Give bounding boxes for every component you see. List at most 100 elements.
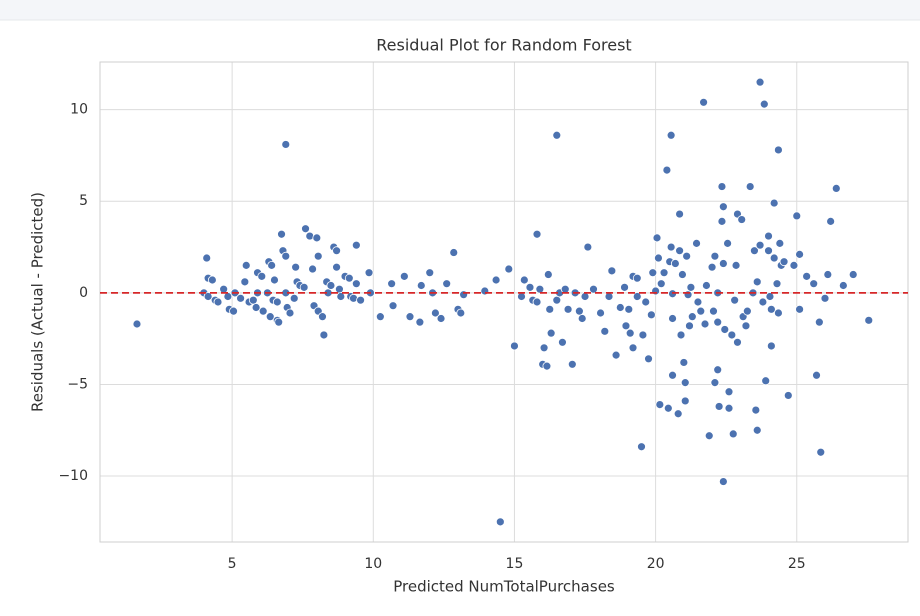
point [600, 326, 610, 336]
point [713, 365, 723, 375]
point [332, 262, 341, 272]
point [820, 293, 830, 303]
point [132, 319, 142, 329]
point [826, 216, 836, 226]
point [814, 317, 824, 327]
point [750, 246, 759, 256]
point [663, 403, 673, 413]
point [632, 292, 642, 301]
point [436, 314, 446, 323]
point [459, 290, 469, 300]
point [356, 295, 365, 305]
point [727, 330, 737, 340]
point [764, 246, 773, 256]
point [774, 308, 783, 318]
point [567, 359, 577, 369]
point [625, 328, 635, 338]
point [775, 238, 785, 248]
point [766, 341, 776, 351]
point [648, 268, 658, 278]
point [838, 281, 848, 290]
point [779, 257, 789, 267]
point [504, 264, 514, 274]
point [733, 337, 742, 347]
point [676, 330, 686, 340]
x-axis-label: Predicted NumTotalPurchases [393, 578, 615, 596]
point [248, 295, 258, 305]
point [710, 251, 720, 261]
plot-frame [99, 61, 909, 543]
point [718, 477, 728, 486]
point [375, 312, 385, 322]
point [686, 282, 696, 292]
point [723, 238, 732, 248]
point [670, 259, 680, 268]
y-axis-label: Residuals (Actual - Predicted) [29, 192, 47, 412]
point [277, 229, 286, 239]
point [285, 308, 295, 318]
point [752, 425, 762, 435]
point [308, 264, 317, 274]
point [646, 310, 656, 320]
point [772, 279, 782, 289]
x-tick-label: 20 [647, 556, 665, 572]
point [679, 358, 689, 367]
point [405, 312, 415, 322]
point [312, 233, 322, 243]
point [812, 370, 821, 380]
point [542, 361, 552, 371]
point [574, 306, 584, 316]
point [809, 279, 819, 289]
point [718, 202, 728, 212]
point [213, 297, 223, 307]
point [546, 328, 556, 338]
point [615, 303, 625, 312]
point [714, 402, 724, 411]
point [281, 140, 291, 149]
point [752, 277, 762, 287]
point [769, 198, 779, 208]
point [693, 297, 703, 307]
point [678, 270, 687, 279]
point [415, 317, 425, 327]
point [510, 341, 519, 351]
point [687, 312, 697, 322]
point [628, 343, 638, 353]
point [525, 282, 535, 292]
point [332, 246, 341, 256]
point [644, 354, 653, 364]
point [416, 281, 426, 290]
point [241, 260, 251, 270]
point [577, 314, 587, 323]
point [761, 376, 771, 386]
point [545, 304, 555, 314]
point [692, 238, 701, 248]
point [789, 260, 799, 270]
x-tick-label: 5 [228, 556, 237, 572]
point [675, 246, 685, 256]
point [864, 315, 874, 325]
point [755, 240, 765, 250]
point [651, 286, 661, 296]
y-tick-label: −5 [67, 376, 88, 392]
point [795, 249, 804, 259]
y-tick-label: 10 [70, 102, 88, 118]
point [495, 517, 505, 527]
point [683, 290, 693, 300]
point [745, 182, 755, 191]
x-tick-label: 10 [364, 556, 382, 572]
point [229, 306, 238, 316]
point [638, 330, 648, 340]
point [724, 403, 734, 413]
point [202, 253, 212, 263]
point [731, 260, 741, 270]
point [741, 321, 751, 331]
point [668, 370, 677, 380]
point [399, 271, 409, 281]
point [270, 275, 279, 285]
point [552, 295, 562, 305]
chart-title: Residual Plot for Random Forest [376, 36, 631, 55]
point [816, 447, 826, 457]
point [258, 306, 268, 316]
